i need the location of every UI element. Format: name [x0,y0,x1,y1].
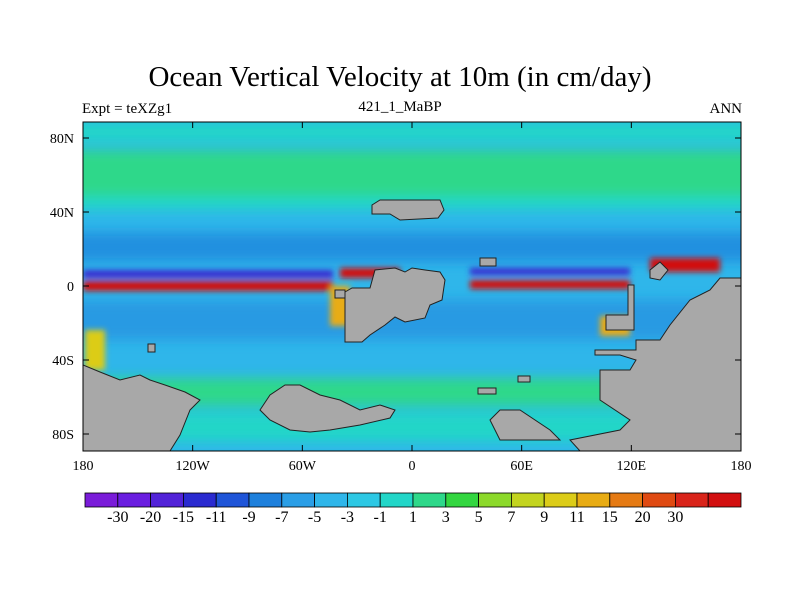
colorbar-label: 1 [409,509,417,526]
colorbar-label: 20 [634,509,651,526]
colorbar-swatch [478,492,512,508]
west-islet [334,289,346,299]
atlantic-upwelling [340,268,400,278]
colorbar-label: -20 [139,509,162,526]
colorbar-label: -11 [205,509,227,526]
x-tick-label: 60E [510,459,533,474]
colorbar-label: -15 [172,509,195,526]
south-continent-mid [259,384,396,433]
land-masses [83,199,741,451]
colorbar-label: 11 [569,509,585,526]
colorbar-label: 3 [441,509,450,526]
north-tropic-band [83,232,741,262]
colorbar-swatch [609,492,643,508]
x-axis: 180 120W 60W 0 60E 120E 180 [73,122,752,474]
west-pacific-upwelling [650,258,720,272]
map-title: Ocean Vertical Velocity at 10m (in cm/da… [148,61,652,93]
colorbar-swatch [248,492,283,508]
small-island-1 [147,343,156,353]
small-island-3 [517,375,531,383]
colorbar-label: -9 [242,509,256,526]
x-tick-label: 120W [176,459,211,474]
south-continent-west [83,364,201,451]
colorbar-label: -7 [275,509,289,526]
small-island-2 [477,387,497,395]
colorbar [84,492,742,508]
colorbar-swatch [84,492,119,508]
coastal-upwelling-3 [85,330,105,370]
colorbar-swatch [675,492,709,508]
central-continent [344,267,446,343]
colorbar-swatch [215,492,250,508]
colorbar-swatch [510,492,545,508]
colorbar-swatch [412,492,447,508]
south-continent-east [489,409,562,441]
y-tick-label: 80S [52,428,74,443]
y-axis: 80N 40N 0 40S 80S [50,132,741,443]
colorbar-label: -3 [340,509,355,526]
small-island-4 [479,257,497,267]
y-tick-label: 0 [67,280,74,295]
time-period-label: 421_1_MaBP [358,99,442,115]
colorbar-swatch [150,492,184,508]
pacific-downwelling [83,270,333,278]
colorbar-label: 15 [601,509,618,526]
colorbar-swatch [543,492,578,508]
colorbar-swatch [379,492,414,508]
southeast-continent [569,277,741,451]
colorbar-swatch [281,492,315,508]
colorbar-label: 5 [474,509,483,526]
east-spit [605,284,635,331]
y-tick-label: 40S [52,354,74,369]
east-continent [649,261,669,281]
x-tick-label: 120E [617,459,647,474]
colorbar-label: 9 [540,509,549,526]
x-tick-label: 60W [289,459,317,474]
x-tick-label: 0 [409,459,416,474]
colorbar-swatch [182,492,217,508]
colorbar-swatch [707,492,742,508]
arctic-band [83,122,741,142]
colorbar-swatch [576,492,611,508]
season-label: ANN [709,101,743,117]
x-tick-label: 180 [73,459,94,474]
north-subtropic-band [83,150,741,198]
map-plot-area [83,122,741,451]
north-continent [371,199,445,221]
colorbar-swatch [642,492,676,508]
colorbar-swatch [445,492,479,508]
colorbar-label: 30 [667,509,684,526]
colorbar-label: -1 [373,509,387,526]
experiment-label: Expt = teXZg1 [82,101,173,117]
colorbar-label: -5 [307,509,322,526]
colorbar-label: -30 [107,509,129,526]
y-tick-label: 80N [50,132,74,147]
indian-upwelling [470,280,630,289]
x-tick-label: 180 [731,459,752,474]
y-tick-label: 40N [50,206,74,221]
pacific-upwelling [83,281,333,291]
colorbar-swatch [346,492,381,508]
colorbar-swatch [117,492,152,508]
colorbar-swatch [314,492,348,508]
colorbar-label: 7 [507,509,516,526]
indian-downwelling [470,268,630,275]
